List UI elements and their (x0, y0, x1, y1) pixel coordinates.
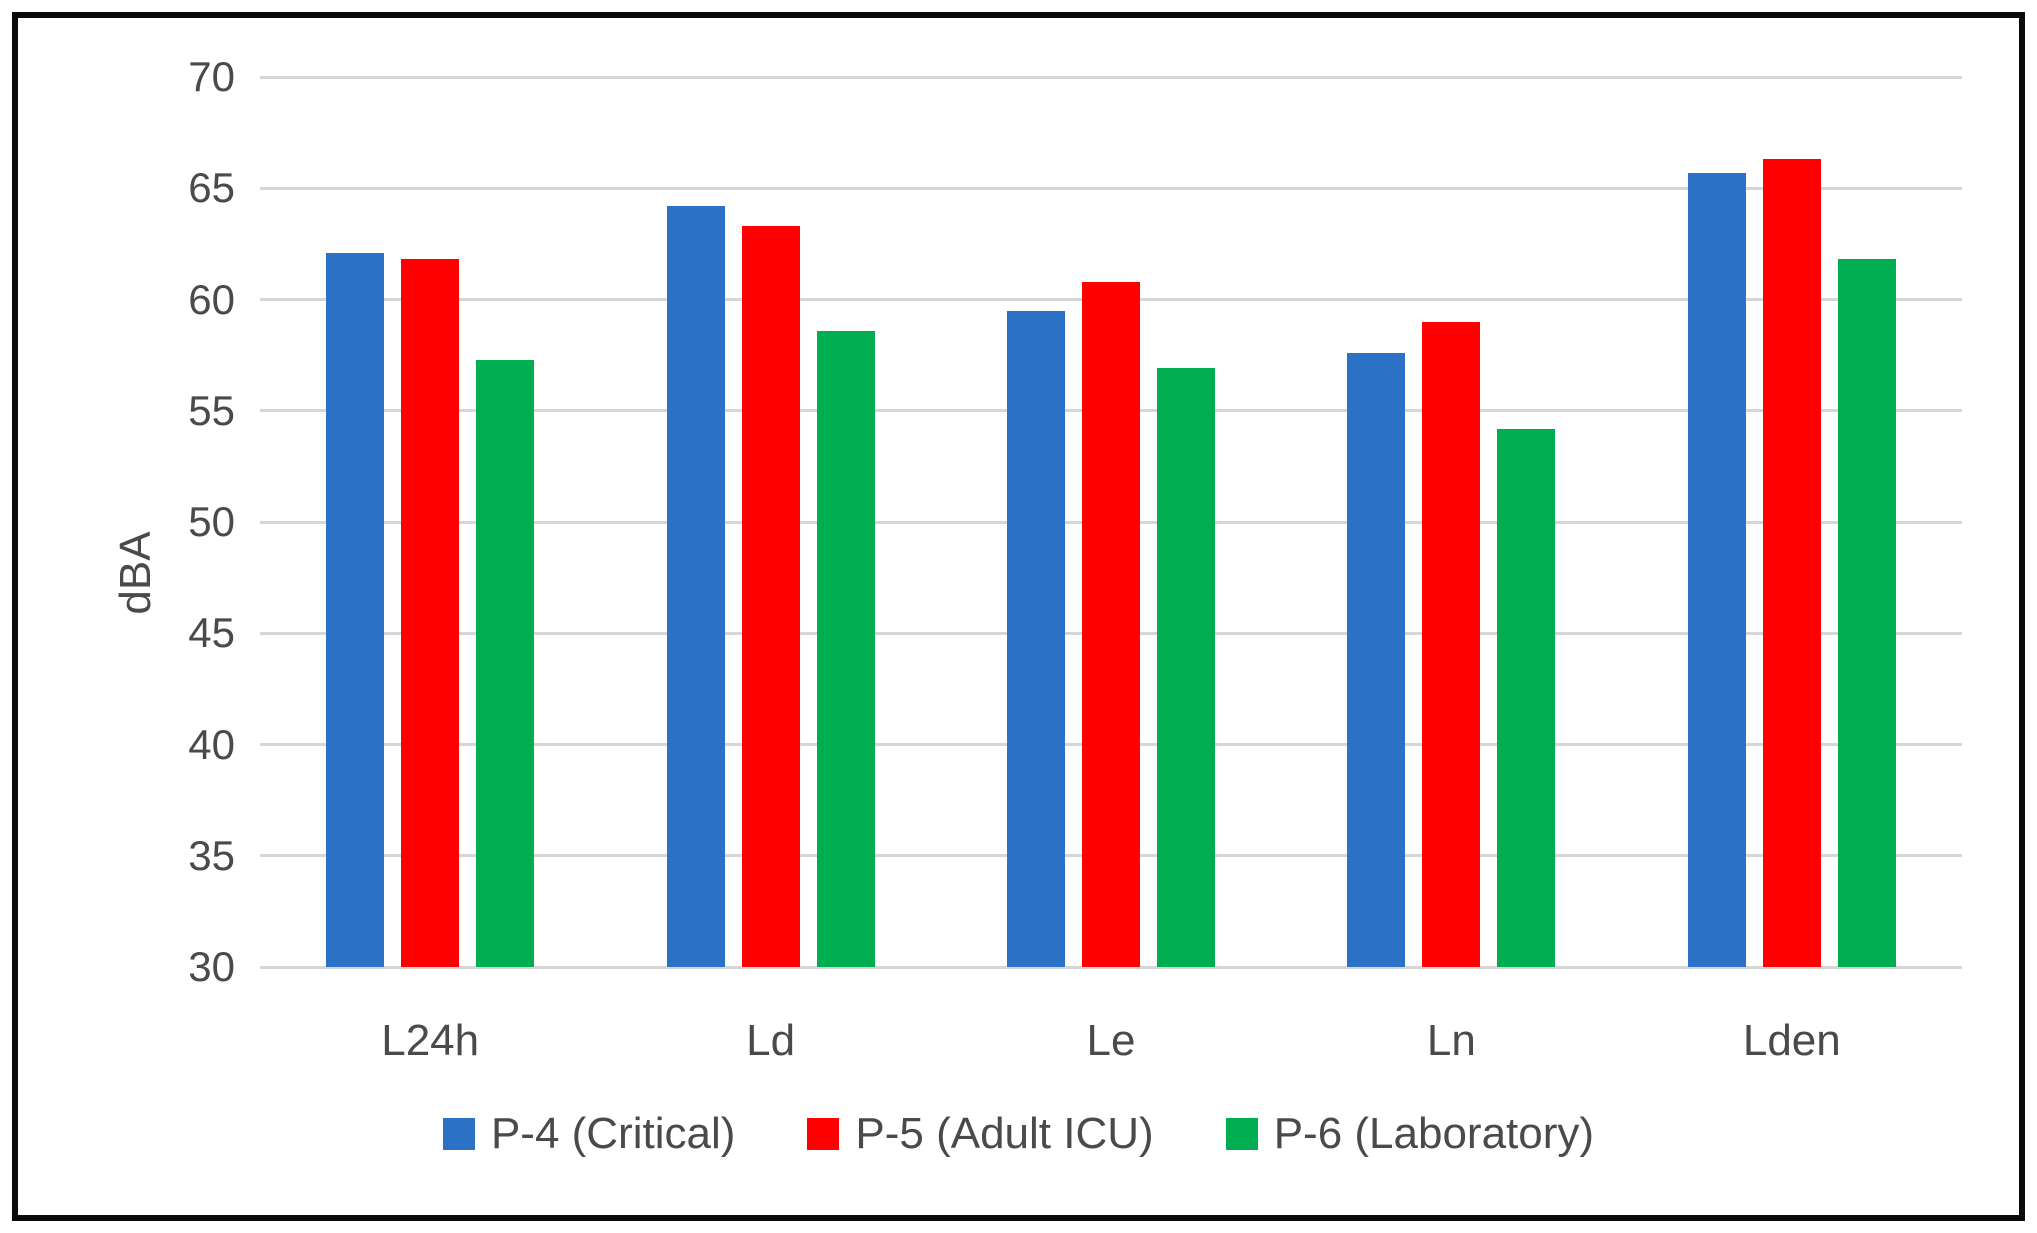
gridline-65 (260, 186, 1962, 190)
legend-swatch-icon (807, 1118, 840, 1150)
bar-p-5-l24h (401, 259, 460, 967)
bar-p-5-lden (1762, 159, 1821, 967)
bar-p-4-ld (666, 206, 725, 967)
bar-p-6-ld (816, 330, 875, 967)
x-category-label-l24h: L24h (381, 1016, 480, 1065)
legend-item-p-4: P-4 (Critical) (442, 1109, 736, 1158)
bar-p-6-le (1157, 368, 1215, 967)
y-tick-label-55: 55 (188, 386, 235, 434)
y-tick-label-65: 65 (188, 164, 235, 212)
legend-label: P-4 (Critical) (490, 1109, 736, 1158)
bar-p-6-l24h (476, 359, 535, 967)
bar-p-4-le (1007, 310, 1065, 967)
legend-swatch-icon (442, 1118, 475, 1150)
legend-item-p-5: P-5 (Adult ICU) (807, 1109, 1154, 1158)
x-category-label-ln: Ln (1426, 1016, 1476, 1065)
figure-border: dBA 70 65 60 55 50 45 40 35 30 L24h Ld Le Ln Lden (12, 12, 2025, 1221)
bar-p-6-lden (1837, 259, 1896, 967)
legend-label: P-5 (Adult ICU) (855, 1109, 1154, 1158)
gridline-70 (260, 75, 1962, 79)
x-category-label-ld: Ld (746, 1016, 796, 1065)
y-tick-label-45: 45 (188, 609, 235, 657)
legend-item-p-6: P-6 (Laboratory) (1225, 1109, 1595, 1158)
legend-label: P-6 (Laboratory) (1273, 1109, 1595, 1158)
bar-p-4-l24h (326, 252, 385, 967)
y-tick-label-30: 30 (188, 943, 235, 990)
bar-p-6-ln (1497, 428, 1556, 967)
legend-swatch-icon (1225, 1118, 1258, 1150)
x-category-label-lden: Lden (1742, 1016, 1841, 1065)
y-tick-label-60: 60 (188, 275, 235, 323)
y-tick-label-50: 50 (188, 498, 235, 545)
bar-p-5-le (1082, 281, 1140, 967)
chart-legend: P-4 (Critical) P-5 (Adult ICU) P-6 (Labora… (0, 1112, 2037, 1156)
bar-p-5-ln (1422, 321, 1481, 967)
y-tick-label-40: 40 (188, 720, 235, 768)
bar-p-5-ld (741, 226, 800, 967)
bar-p-4-ln (1347, 352, 1406, 967)
y-tick-label-70: 70 (188, 53, 235, 100)
y-tick-label-35: 35 (188, 831, 235, 879)
bar-p-4-lden (1687, 172, 1746, 967)
gridline-30 (260, 965, 1962, 969)
x-category-label-le: Le (1086, 1016, 1136, 1065)
